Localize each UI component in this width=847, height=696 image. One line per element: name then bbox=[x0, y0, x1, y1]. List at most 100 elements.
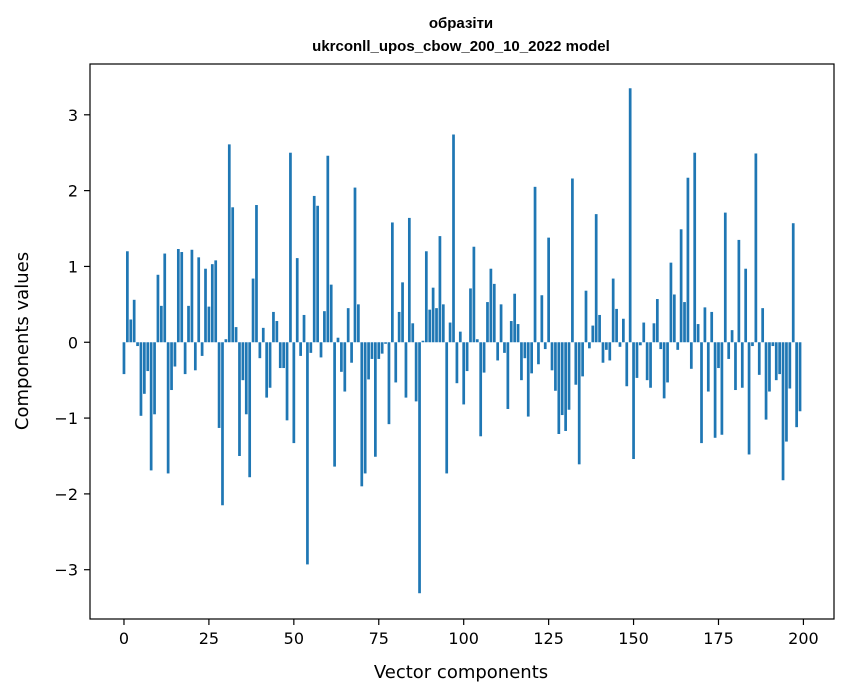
bar bbox=[611, 278, 615, 343]
bar bbox=[686, 177, 690, 343]
bar bbox=[418, 342, 421, 594]
bar bbox=[469, 288, 472, 343]
bar bbox=[554, 342, 557, 391]
bar bbox=[693, 152, 697, 343]
bar bbox=[217, 342, 221, 428]
y-tick-label: −2 bbox=[54, 485, 78, 504]
bar bbox=[703, 307, 707, 343]
bar bbox=[261, 327, 265, 343]
bar bbox=[475, 339, 479, 343]
bar bbox=[723, 212, 727, 343]
bar bbox=[662, 342, 666, 399]
bar bbox=[669, 262, 673, 343]
bar bbox=[720, 342, 724, 435]
bar bbox=[163, 253, 167, 343]
bar bbox=[564, 342, 567, 431]
bar bbox=[401, 282, 404, 343]
bar bbox=[173, 342, 177, 367]
bar bbox=[346, 308, 350, 343]
x-axis-label: Vector components bbox=[374, 662, 548, 683]
bar bbox=[737, 239, 741, 343]
bar bbox=[363, 342, 367, 474]
bar bbox=[683, 302, 686, 343]
bar bbox=[340, 342, 343, 372]
bar bbox=[591, 325, 595, 343]
bar bbox=[282, 342, 285, 369]
bar bbox=[632, 342, 635, 460]
bar bbox=[312, 195, 316, 343]
bar bbox=[628, 88, 632, 343]
bar bbox=[710, 311, 714, 343]
bar bbox=[788, 342, 792, 389]
bar bbox=[791, 223, 795, 343]
bar bbox=[717, 342, 720, 369]
bar bbox=[567, 342, 571, 410]
bar bbox=[499, 304, 503, 343]
bar bbox=[411, 323, 415, 343]
bar bbox=[462, 342, 466, 405]
bar bbox=[370, 342, 374, 359]
bar bbox=[295, 258, 299, 343]
bar bbox=[258, 342, 262, 359]
y-tick-label: 3 bbox=[68, 106, 78, 125]
bar bbox=[272, 311, 275, 343]
bar bbox=[180, 252, 184, 343]
bar bbox=[126, 251, 129, 343]
bar bbox=[210, 264, 214, 343]
bar bbox=[224, 339, 228, 343]
bar bbox=[255, 205, 258, 343]
bar bbox=[516, 324, 520, 343]
bar bbox=[751, 342, 754, 347]
bar bbox=[649, 342, 652, 388]
bar bbox=[306, 342, 309, 565]
bar bbox=[227, 144, 231, 343]
bar bbox=[197, 257, 201, 343]
bar bbox=[513, 293, 517, 343]
bar bbox=[357, 304, 360, 343]
bar bbox=[187, 305, 190, 343]
bar bbox=[482, 342, 486, 373]
y-tick-label: −1 bbox=[54, 409, 78, 428]
bar bbox=[560, 342, 564, 416]
bar bbox=[526, 342, 530, 417]
bar bbox=[391, 222, 394, 343]
bar bbox=[754, 153, 758, 343]
bar bbox=[727, 342, 731, 359]
x-tick-label: 100 bbox=[448, 629, 479, 648]
bar bbox=[309, 342, 313, 353]
bar bbox=[367, 342, 370, 380]
bar bbox=[706, 342, 710, 392]
bar bbox=[329, 284, 333, 343]
bar bbox=[244, 342, 248, 415]
bar bbox=[397, 311, 401, 343]
bar bbox=[394, 342, 398, 383]
bar bbox=[689, 342, 693, 369]
bar bbox=[377, 342, 381, 359]
bar bbox=[316, 205, 319, 343]
bar bbox=[598, 314, 601, 343]
bar bbox=[285, 342, 289, 421]
bar bbox=[492, 283, 496, 343]
bar bbox=[465, 342, 469, 372]
bar bbox=[503, 342, 506, 353]
bar bbox=[299, 342, 302, 356]
bar bbox=[771, 342, 775, 347]
bar bbox=[265, 342, 269, 398]
bar bbox=[448, 322, 452, 343]
bar bbox=[207, 306, 211, 343]
x-axis: 0 25 50 75 100 125 150 175 200 bbox=[119, 619, 819, 648]
bar bbox=[700, 342, 703, 444]
x-tick-label: 175 bbox=[703, 629, 734, 648]
bar bbox=[122, 342, 126, 375]
x-tick-label: 50 bbox=[284, 629, 304, 648]
y-tick-label: −3 bbox=[54, 561, 78, 580]
bar bbox=[537, 342, 540, 365]
bar bbox=[452, 134, 455, 343]
bar bbox=[458, 331, 462, 343]
bar bbox=[353, 187, 357, 343]
bar bbox=[509, 321, 513, 343]
bar bbox=[156, 274, 160, 343]
bar bbox=[479, 342, 483, 437]
bar bbox=[496, 342, 500, 361]
